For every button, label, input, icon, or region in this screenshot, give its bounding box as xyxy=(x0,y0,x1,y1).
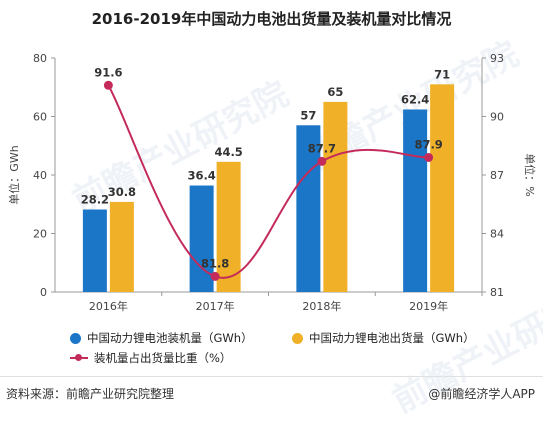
data-labels-group: 28.230.8 36.4 44.5 57 65 62.4 71 91.6 81.8 87.7 87… xyxy=(81,65,450,270)
shipment-swatch xyxy=(292,332,303,344)
x-tick-label: 2019年 xyxy=(409,299,448,313)
right-tick-label: 93 xyxy=(490,52,504,65)
legend-installed-label: 中国动力锂电池装机量（GWh） xyxy=(87,331,253,345)
chart-plot: 0 20 40 60 80 81 84 87 90 93 单位：GWh 单位：% 2016年 2017年 2… xyxy=(7,52,537,313)
ratio-value-label: 87.9 xyxy=(414,137,442,151)
left-tick-label: 40 xyxy=(33,169,47,182)
left-tick-label: 20 xyxy=(33,228,47,241)
legend-installed: 中国动力锂电池装机量（GWh） xyxy=(70,330,253,346)
shipment-value-label: 44.5 xyxy=(214,145,242,159)
legend-shipment: 中国动力锂电池出货量（GWh） xyxy=(292,330,475,346)
ratio-value-label: 81.8 xyxy=(201,256,229,270)
installed-value-label: 57 xyxy=(300,108,316,122)
ratio-swatch xyxy=(70,353,88,363)
installed-bar xyxy=(189,185,214,292)
x-tick-label: 2018年 xyxy=(302,299,341,313)
ratio-point xyxy=(424,152,434,162)
ratio-value-label: 91.6 xyxy=(94,65,122,79)
legend-ratio: 装机量占出货量比重（%） xyxy=(70,350,231,366)
left-axis-title: 单位：GWh xyxy=(7,145,21,204)
brand-credit: @前瞻经济学人APP xyxy=(428,387,535,401)
ratio-line xyxy=(107,84,429,279)
installed-value-label: 62.4 xyxy=(401,92,429,106)
axes-group: 0 20 40 60 80 81 84 87 90 93 单位：GWh 单位：% 2016年 2017年 2… xyxy=(7,52,537,313)
legend-shipment-label: 中国动力锂电池出货量（GWh） xyxy=(309,331,475,345)
installed-bar xyxy=(403,109,428,292)
ratio-point xyxy=(103,80,113,90)
x-tick-label: 2017年 xyxy=(196,299,235,313)
ratio-point xyxy=(317,156,327,166)
legend-ratio-label: 装机量占出货量比重（%） xyxy=(94,351,232,365)
right-tick-label: 87 xyxy=(490,169,504,182)
bars-group xyxy=(82,84,455,293)
installed-bar xyxy=(296,125,321,293)
right-tick-label: 84 xyxy=(490,228,504,241)
right-tick-label: 90 xyxy=(490,111,504,124)
right-tick-label: 81 xyxy=(490,286,504,299)
source-note: 资料来源：前瞻产业研究院整理 xyxy=(6,387,175,401)
left-tick-label: 80 xyxy=(33,52,47,65)
installed-bar xyxy=(82,209,107,292)
installed-swatch xyxy=(70,332,81,344)
shipment-bar xyxy=(323,101,348,292)
left-tick-label: 0 xyxy=(40,286,47,299)
chart-title: 2016-2019年中国动力电池出货量及装机量对比情况 xyxy=(91,10,452,28)
shipment-bar xyxy=(109,201,134,292)
installed-value-label: 36.4 xyxy=(187,169,215,183)
shipment-bar xyxy=(216,161,241,292)
installed-value-label: 28.2 xyxy=(81,193,109,207)
ratio-value-label: 87.7 xyxy=(308,141,336,155)
x-tick-label: 2016年 xyxy=(89,299,128,313)
ratio-point xyxy=(210,271,220,281)
shipment-value-label: 71 xyxy=(434,67,450,81)
footer: 资料来源：前瞻产业研究院整理 @前瞻经济学人APP xyxy=(0,376,543,411)
shipment-value-label: 30.8 xyxy=(108,185,136,199)
left-tick-label: 60 xyxy=(33,111,47,124)
shipment-value-label: 65 xyxy=(327,85,343,99)
ratio-line-group xyxy=(103,80,434,281)
shipment-bar xyxy=(430,84,455,292)
right-axis-title: 单位：% xyxy=(523,153,537,196)
